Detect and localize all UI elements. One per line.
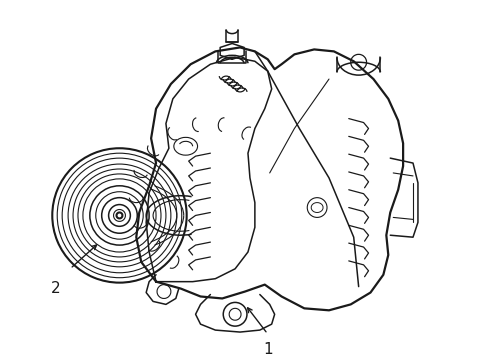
- Text: 2: 2: [50, 281, 60, 296]
- Text: 1: 1: [263, 342, 272, 357]
